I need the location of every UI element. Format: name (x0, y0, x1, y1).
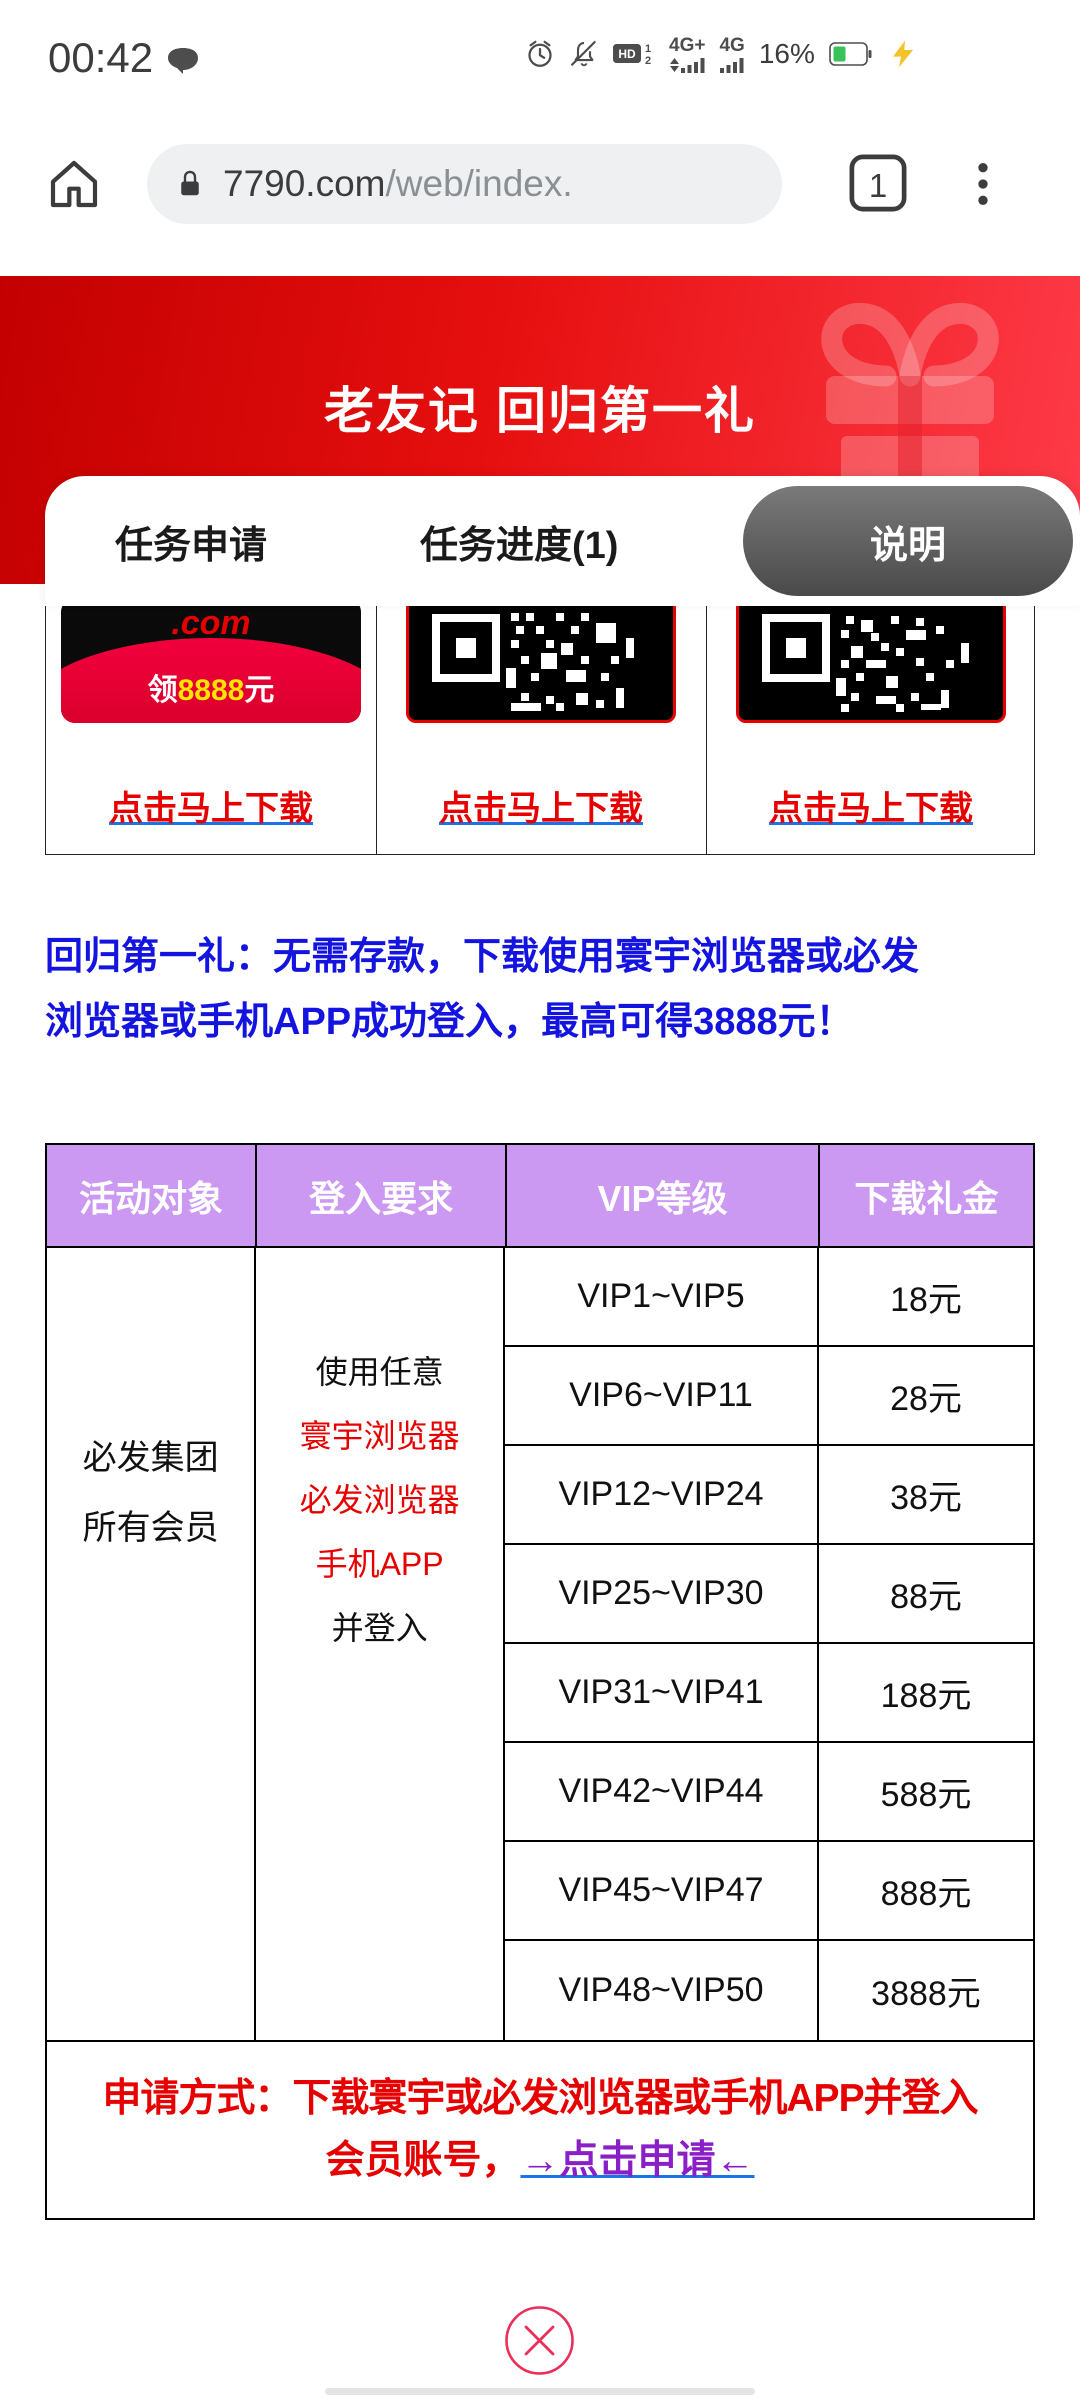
svg-text:HD: HD (618, 47, 636, 61)
svg-text:1: 1 (869, 167, 887, 204)
svg-text:2: 2 (645, 55, 651, 67)
svg-text:1: 1 (645, 43, 651, 55)
